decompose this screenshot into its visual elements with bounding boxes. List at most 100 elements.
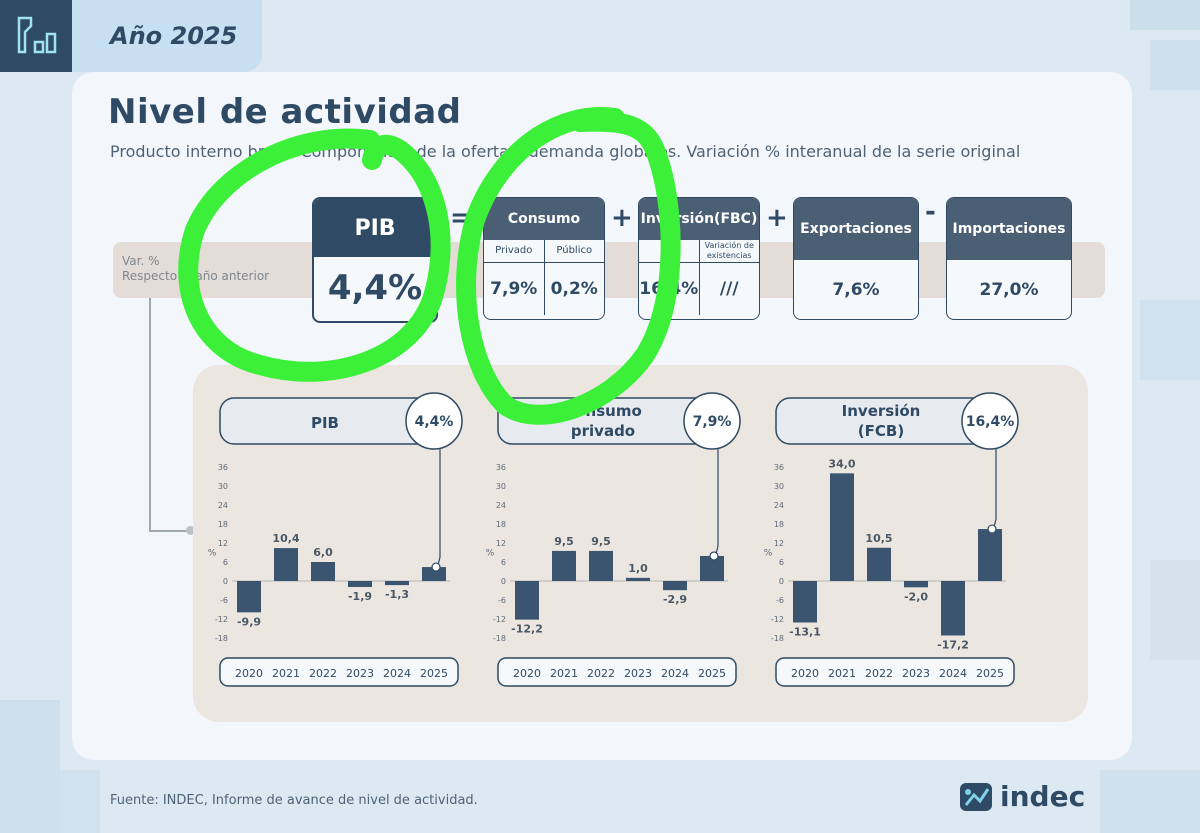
decor-pixel [1140, 300, 1200, 380]
bar [589, 550, 613, 581]
decor-pixel [1130, 0, 1200, 30]
bar [237, 581, 261, 613]
chart-title: PIB [311, 414, 339, 432]
y-tick-label: -6 [220, 596, 228, 605]
chart-1: Consumo privado 7,9% 36 30 24 18 12 6 0 -6 -12 -18% -… [486, 392, 741, 687]
y-tick-label: 30 [774, 482, 784, 491]
bar-value-label: -2,9 [663, 593, 687, 606]
bar-value-label: -1,9 [348, 590, 372, 603]
highlight-point [431, 562, 441, 572]
y-tick-label: 18 [774, 520, 784, 529]
summary-importaciones-value: 27,0% [979, 279, 1039, 300]
y-axis-label: % [486, 549, 495, 559]
highlight-point [987, 524, 997, 534]
bar [552, 550, 576, 581]
x-axis-box [775, 657, 1015, 687]
bar-value-label: 10,4 [272, 532, 299, 545]
y-tick-label: 0 [779, 577, 784, 586]
chart-highlight-value: 7,9% [693, 414, 732, 430]
y-tick-label: 0 [501, 577, 506, 586]
x-tick-label: 2023 [624, 667, 652, 680]
highlight-point [709, 551, 719, 561]
y-tick-label: -12 [493, 615, 506, 624]
y-axis-label: % [208, 549, 217, 559]
operator-minus: - [925, 197, 936, 227]
y-tick-label: 24 [496, 501, 506, 510]
inversion-existencias-label: Variación de existencias [698, 240, 760, 262]
bar [700, 555, 724, 581]
footer-source: Fuente: INDEC, Informe de avance de nive… [110, 793, 478, 808]
bar-value-label: -13,1 [789, 625, 821, 638]
x-axis-box [219, 657, 459, 687]
bar [941, 581, 965, 636]
y-tick-label: 12 [218, 539, 228, 548]
summary-exportaciones-label: Exportaciones [794, 198, 918, 260]
bar-value-label: -2,0 [904, 590, 928, 603]
y-tick-label: 6 [501, 558, 506, 567]
connector-dot [186, 526, 195, 535]
x-axis-box [497, 657, 737, 687]
bar-value-label: -9,9 [237, 615, 261, 628]
y-tick-label: -18 [215, 634, 228, 643]
y-tick-label: -6 [776, 596, 784, 605]
chart-0: PIB 4,4% 36 30 24 18 12 6 0 -6 -12 -18% -9,9 2020 10,4… [208, 392, 463, 687]
y-tick-label: -6 [498, 596, 506, 605]
y-tick-label: 30 [496, 482, 506, 491]
x-tick-label: 2024 [939, 667, 967, 680]
x-tick-label: 2020 [513, 667, 541, 680]
bar [830, 473, 854, 581]
x-tick-label: 2020 [235, 667, 263, 680]
y-tick-label: 18 [218, 520, 228, 529]
y-tick-label: 12 [774, 539, 784, 548]
bar [274, 548, 298, 581]
x-tick-label: 2022 [587, 667, 615, 680]
chart-highlight-circle [683, 392, 741, 450]
y-axis-label: % [764, 549, 773, 559]
y-tick-label: -18 [493, 634, 506, 643]
connector-line [149, 530, 191, 532]
y-tick-label: 6 [223, 558, 228, 567]
x-tick-label: 2021 [550, 667, 578, 680]
indec-logo-icon [960, 782, 992, 811]
bar [515, 581, 539, 620]
y-tick-label: 18 [496, 520, 506, 529]
y-tick-label: 30 [218, 482, 228, 491]
bar-value-label: 6,0 [313, 546, 333, 559]
y-tick-label: -18 [771, 634, 784, 643]
y-tick-label: 36 [218, 463, 228, 472]
decor-pixel [1150, 40, 1200, 90]
chart-2: Inversión (FCB) 16,4% 36 30 24 18 12 6 0 -6 -12 -18%… [764, 392, 1019, 687]
bar-value-label: 9,5 [591, 535, 611, 548]
x-tick-label: 2023 [902, 667, 930, 680]
bar-value-label: -12,2 [511, 623, 543, 636]
bar-value-label: -17,2 [937, 638, 969, 651]
page-title: Nivel de actividad [108, 92, 462, 132]
bar-value-label: 10,5 [865, 532, 892, 545]
bar [904, 581, 928, 588]
y-tick-label: 0 [223, 577, 228, 586]
summary-importaciones-label: Importaciones [947, 198, 1071, 260]
y-tick-label: -12 [215, 615, 228, 624]
decor-pixel [1100, 770, 1200, 833]
bar [422, 567, 446, 581]
bar [385, 581, 409, 586]
inversion-existencias-value: /// [698, 263, 760, 315]
y-tick-label: 24 [218, 501, 228, 510]
bar [663, 581, 687, 591]
operator-plus: + [766, 203, 788, 233]
connector-line [149, 298, 151, 530]
decor-pixel [1150, 560, 1200, 660]
x-tick-label: 2021 [272, 667, 300, 680]
bar [626, 577, 650, 581]
chart-title: Inversión [842, 402, 921, 420]
x-tick-label: 2023 [346, 667, 374, 680]
bar [793, 581, 817, 623]
x-tick-label: 2021 [828, 667, 856, 680]
bar-value-label: 1,0 [628, 562, 648, 575]
chart-highlight-circle [961, 392, 1019, 450]
chart-title: Consumo [564, 402, 642, 420]
highlight-connector [437, 449, 441, 566]
highlight-connector [993, 449, 997, 528]
y-tick-label: 6 [779, 558, 784, 567]
